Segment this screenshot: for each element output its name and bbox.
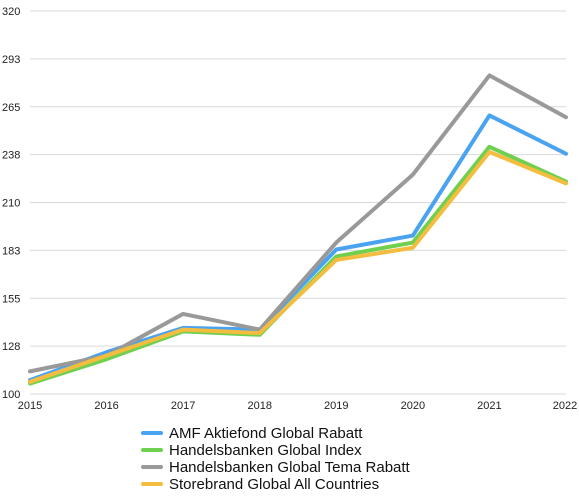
y-axis-ticks: 100 128 155 183 210 238 265 293 320: [2, 6, 20, 401]
legend-label: Handelsbanken Global Tema Rabatt: [169, 459, 411, 476]
series-line-3: [28, 73, 568, 374]
grid-lines: [30, 10, 566, 395]
x-tick-label: 2021: [477, 400, 501, 412]
x-tick-label: 2022: [553, 400, 577, 412]
x-tick-label: 2015: [18, 400, 42, 412]
y-tick-label: 128: [2, 341, 20, 353]
legend-label: AMF Aktiefond Global Rabatt: [169, 425, 363, 442]
legend-label: Handelsbanken Global Index: [169, 442, 362, 459]
x-tick-label: 2020: [401, 400, 425, 412]
x-axis-ticks: 2015 2016 2017 2018 2019 2020 2021 2022: [18, 400, 577, 412]
y-tick-label: 183: [2, 245, 20, 257]
series-line-4: [28, 150, 568, 384]
x-tick-label: 2018: [247, 400, 271, 412]
y-tick-label: 265: [2, 102, 20, 114]
legend-label: Storebrand Global All Countries: [169, 476, 379, 493]
y-tick-label: 293: [2, 54, 20, 66]
y-tick-label: 320: [2, 6, 20, 18]
legend: AMF Aktiefond Global RabattHandelsbanken…: [141, 425, 411, 493]
x-tick-label: 2017: [171, 400, 195, 412]
x-tick-label: 2016: [94, 400, 118, 412]
y-tick-label: 100: [2, 389, 20, 401]
series-lines: [28, 73, 568, 386]
y-tick-label: 155: [2, 293, 20, 305]
y-tick-label: 210: [2, 198, 20, 210]
y-tick-label: 238: [2, 150, 20, 162]
x-tick-label: 2019: [324, 400, 348, 412]
series-line-2: [28, 144, 568, 386]
